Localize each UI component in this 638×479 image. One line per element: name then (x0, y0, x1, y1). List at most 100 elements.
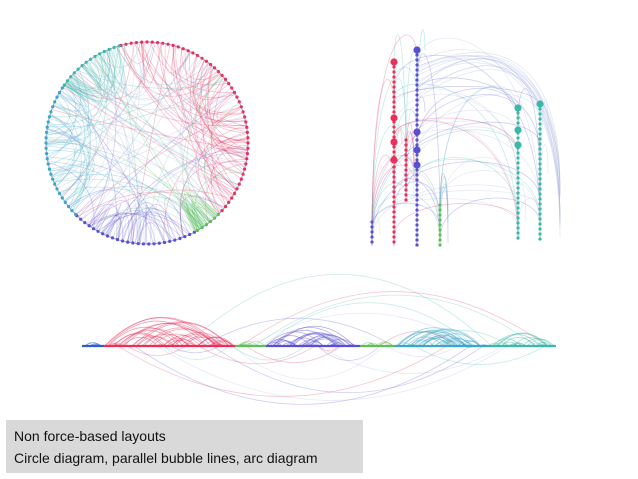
circle-chord (95, 215, 123, 241)
bubble-node (415, 153, 419, 157)
circle-node (84, 60, 88, 64)
bubble-node-large (413, 146, 421, 154)
arc-link (250, 312, 475, 347)
arc-link (385, 345, 458, 357)
circle-node (74, 212, 78, 216)
circle-chord (104, 210, 166, 243)
circle-chord (70, 73, 95, 96)
circle-node (232, 191, 237, 196)
bubble-node (392, 75, 396, 79)
bubble-node (438, 228, 442, 232)
arc-link (269, 335, 312, 347)
bubble-arc (416, 88, 519, 148)
circle-chord (46, 131, 110, 225)
circle-chord (140, 42, 162, 84)
bubble-arc (405, 169, 441, 234)
circle-chord (64, 64, 102, 102)
arc-link (409, 339, 435, 347)
circle-chord (83, 49, 111, 78)
bubble-arc (371, 121, 541, 234)
circle-chord (70, 60, 102, 93)
circle-chord (185, 198, 207, 227)
bubble-node (392, 200, 396, 204)
bubble-node (415, 173, 419, 177)
circle-chord (46, 139, 210, 223)
bubble-node (415, 168, 419, 172)
circle-chord (55, 68, 90, 188)
circle-chord (94, 56, 203, 228)
arc-link (288, 333, 338, 347)
bubble-arc (416, 55, 561, 224)
circle-chord (56, 103, 241, 189)
bubble-arc (439, 85, 519, 211)
circle-node (168, 239, 172, 243)
bubble-arc (416, 55, 561, 223)
arc-link (301, 336, 340, 347)
arc-link (442, 338, 474, 347)
circle-chord (210, 135, 248, 214)
circle-chord (66, 57, 101, 92)
circle-chord (189, 169, 235, 201)
circle-chord (163, 133, 248, 243)
circle-chord (76, 69, 227, 89)
bubble-node (415, 83, 419, 87)
circle-chord (212, 176, 240, 196)
arc-link (112, 332, 167, 347)
circle-node (178, 236, 182, 241)
bubble-node (516, 226, 520, 230)
bubble-node (392, 80, 396, 84)
circle-chord (136, 42, 219, 91)
bubble-node (415, 108, 419, 112)
circle-chord (205, 66, 244, 174)
circle-chord (180, 199, 201, 231)
circle-chord (65, 42, 156, 100)
circle-node (83, 221, 87, 225)
bubble-node (415, 78, 419, 82)
circle-node (227, 200, 231, 204)
circle-node (191, 51, 195, 55)
circle-chord (81, 64, 110, 99)
bubble-node-large (536, 100, 544, 108)
circle-chord (88, 91, 235, 226)
circle-chord (197, 205, 212, 222)
arc-link (317, 345, 504, 374)
circle-chord (185, 186, 219, 223)
circle-chord (46, 43, 135, 138)
arc-link (170, 339, 197, 347)
bubble-node (392, 145, 396, 149)
circle-chord (144, 204, 147, 245)
circle-chord (53, 85, 85, 112)
circle-node (235, 95, 239, 99)
bubble-node (538, 197, 542, 201)
circle-chord (133, 42, 247, 127)
circle-chord (206, 66, 238, 190)
bubble-node (392, 135, 396, 139)
bubble-arc (439, 197, 541, 240)
circle-chord (211, 106, 248, 159)
circle-chord (182, 75, 223, 232)
circle-chord (187, 208, 206, 232)
bubble-node (438, 218, 442, 222)
circle-node (69, 75, 73, 79)
circle-chord (187, 72, 243, 176)
bubble-node (516, 236, 520, 240)
bubble-node (370, 220, 374, 224)
circle-diagram (44, 40, 250, 246)
bubble-node (516, 156, 520, 160)
arc-link (232, 345, 385, 380)
bubble-node (415, 58, 419, 62)
arc-link (152, 333, 201, 347)
bubble-node (538, 167, 542, 171)
bubble-node (415, 228, 419, 232)
arc-link (254, 294, 537, 347)
circle-chord (170, 46, 190, 76)
circle-node (209, 62, 213, 67)
circle-chord (50, 164, 109, 220)
circle-node (45, 130, 49, 134)
circle-chord (106, 219, 116, 237)
bubble-node (415, 88, 419, 92)
circle-chord (192, 60, 246, 122)
circle-chord (186, 74, 222, 228)
circle-chord (176, 194, 200, 231)
bubble-node (538, 112, 542, 116)
